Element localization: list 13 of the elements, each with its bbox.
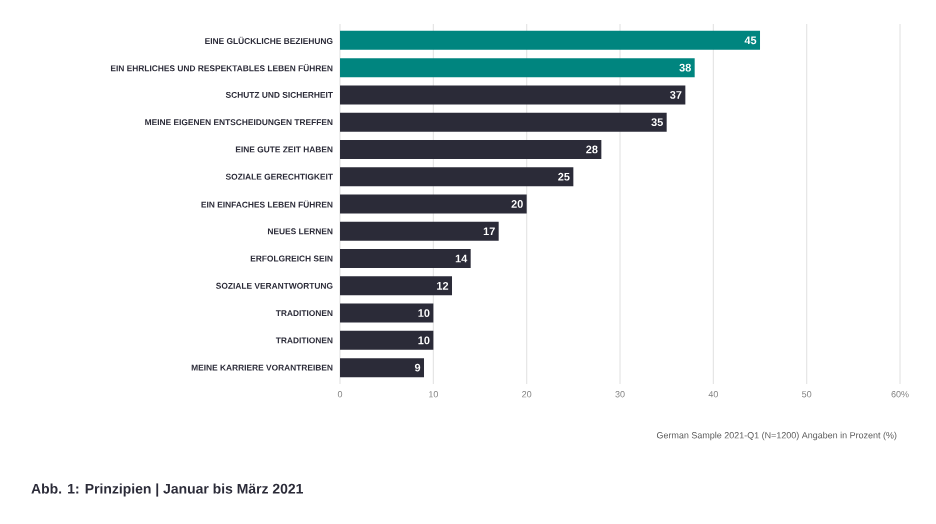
bar (340, 85, 686, 105)
bar (340, 112, 667, 132)
bar (340, 276, 453, 296)
bar (340, 221, 499, 241)
bar (340, 58, 695, 78)
bar (340, 167, 574, 187)
bar (340, 330, 434, 350)
bar (340, 30, 761, 50)
bar (340, 303, 434, 323)
bar (340, 139, 602, 159)
bar (340, 358, 425, 378)
bar (340, 194, 527, 214)
bar (340, 249, 471, 269)
